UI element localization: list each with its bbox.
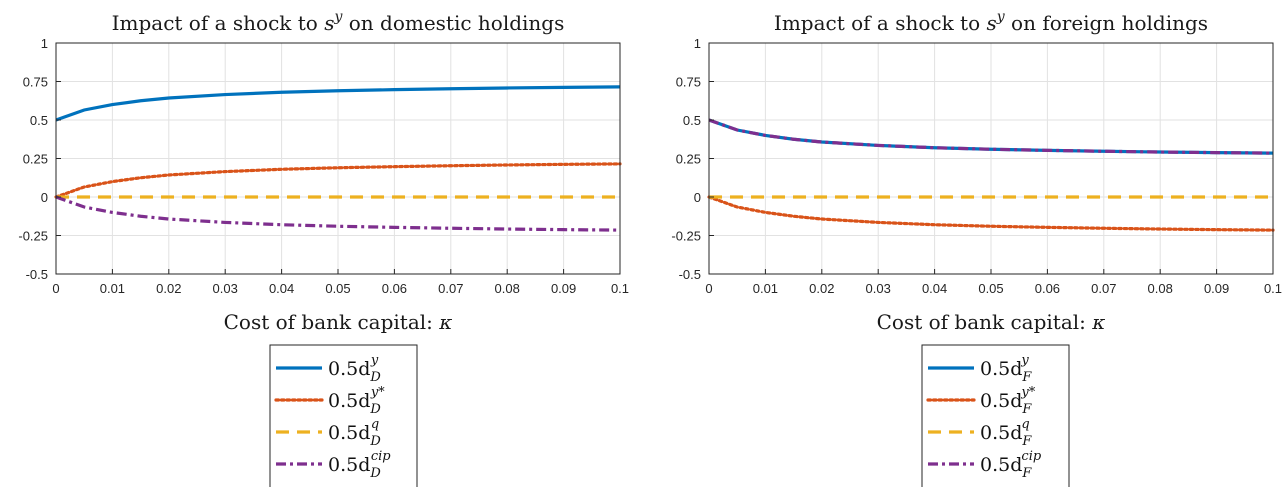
y-tick-label: 0 [41, 190, 48, 205]
legend-sub: F [1021, 466, 1032, 481]
x-tick-label: 0.1 [1264, 281, 1282, 296]
x-tick-label: 0.05 [325, 281, 350, 296]
y-tick-label: -0.25 [18, 229, 48, 244]
xlabel-var: κ [1091, 310, 1105, 334]
legend-sub: F [1021, 434, 1032, 449]
legend-sup: q [1021, 417, 1029, 432]
legend-sub: D [369, 370, 381, 385]
legend-entry: 0.5dDq [328, 417, 381, 449]
xlabel-text: Cost of bank capital: [224, 310, 440, 334]
title-var: s [324, 11, 334, 35]
legend-sub: F [1021, 370, 1032, 385]
legend-sub: D [369, 402, 381, 417]
x-tick-label: 0.08 [1148, 281, 1173, 296]
legend-base: 0.5d [328, 454, 370, 476]
legend-sup: y [370, 353, 379, 368]
y-tick-label: 1 [694, 36, 701, 51]
legend-sup: q [371, 417, 379, 432]
legend-base: 0.5d [980, 422, 1022, 444]
y-tick-label: 0 [694, 190, 701, 205]
legend-sup: y* [370, 385, 385, 400]
xlabel-text: Cost of bank capital: [877, 310, 1093, 334]
legend-entry: 0.5dFy [980, 353, 1032, 385]
x-tick-label: 0.07 [1091, 281, 1116, 296]
legend-sup: y [1020, 353, 1029, 368]
x-axis-label: Cost of bank capital: κ [224, 310, 453, 334]
x-tick-label: 0.02 [156, 281, 181, 296]
x-tick-label: 0.09 [1204, 281, 1229, 296]
title-rest: on domestic holdings [342, 11, 564, 35]
xlabel-var: κ [438, 310, 452, 334]
series-line-cip [55, 195, 621, 232]
x-tick-label: 0.01 [753, 281, 778, 296]
title-rest: on foreign holdings [1005, 11, 1208, 35]
legend-entry: 0.5dFy* [980, 385, 1036, 417]
series-line-y-star [707, 195, 1275, 232]
series-line-cip [708, 118, 1274, 155]
x-tick-label: 0.08 [495, 281, 520, 296]
legend-sub: D [369, 466, 381, 481]
x-tick-label: 0.1 [611, 281, 629, 296]
y-tick-label: 0.25 [23, 152, 48, 167]
y-tick-label: 0.5 [683, 113, 701, 128]
x-axis-label: Cost of bank capital: κ [877, 310, 1106, 334]
chart-title: Impact of a shock to sy on domestic hold… [112, 9, 565, 35]
y-tick-label: -0.5 [679, 267, 701, 282]
legend-entry: 0.5dFq [980, 417, 1032, 449]
x-tick-label: 0 [705, 281, 712, 296]
legend-sub: D [369, 434, 381, 449]
x-tick-label: 0.09 [551, 281, 576, 296]
chart-title: Impact of a shock to sy on foreign holdi… [774, 9, 1208, 35]
y-tick-label: -0.5 [26, 267, 48, 282]
title-var: s [987, 11, 997, 35]
y-tick-label: 1 [41, 36, 48, 51]
legend-sup: cip [371, 449, 391, 464]
x-tick-label: 0.04 [269, 281, 294, 296]
series-line-y-star [54, 162, 622, 199]
title-sup: y [996, 9, 1006, 25]
title-text: Impact of a shock to [112, 11, 325, 35]
legend-base: 0.5d [980, 454, 1022, 476]
title-sup: y [333, 9, 343, 25]
x-tick-label: 0 [52, 281, 59, 296]
y-tick-label: 0.75 [23, 75, 48, 90]
x-tick-label: 0.06 [382, 281, 407, 296]
legend-sup: y* [1020, 385, 1035, 400]
legend-entry: 0.5dFcip [980, 449, 1042, 481]
y-tick-label: 0.5 [30, 113, 48, 128]
legend-base: 0.5d [328, 358, 370, 380]
y-tick-label: -0.25 [671, 229, 701, 244]
x-tick-label: 0.05 [978, 281, 1003, 296]
legend-base: 0.5d [328, 390, 370, 412]
y-tick-label: 0.25 [676, 152, 701, 167]
legend-base: 0.5d [980, 390, 1022, 412]
x-tick-label: 0.01 [100, 281, 125, 296]
legend-entry: 0.5dDy* [328, 385, 385, 417]
x-tick-label: 0.07 [438, 281, 463, 296]
legend-entry: 0.5dDcip [328, 449, 391, 481]
legend-base: 0.5d [328, 422, 370, 444]
legend-sup: cip [1021, 449, 1041, 464]
x-tick-label: 0.03 [213, 281, 238, 296]
y-tick-label: 0.75 [676, 75, 701, 90]
chart-panel-2: 0 0.01 0.02 0.03 0.04 0.05 0.06 0.07 0.08 0.09 0.1… [671, 9, 1282, 487]
series-line-y [55, 85, 621, 122]
title-text: Impact of a shock to [774, 11, 987, 35]
x-tick-label: 0.06 [1035, 281, 1060, 296]
legend-base: 0.5d [980, 358, 1022, 380]
x-tick-label: 0.03 [866, 281, 891, 296]
chart-panel-1: 0 0.01 0.02 0.03 0.04 0.05 0.06 0.07 0.08 0.09 0.1… [18, 9, 629, 487]
legend-entry: 0.5dDy [328, 353, 381, 385]
legend-sub: F [1021, 402, 1032, 417]
x-tick-label: 0.02 [809, 281, 834, 296]
x-tick-label: 0.04 [922, 281, 947, 296]
